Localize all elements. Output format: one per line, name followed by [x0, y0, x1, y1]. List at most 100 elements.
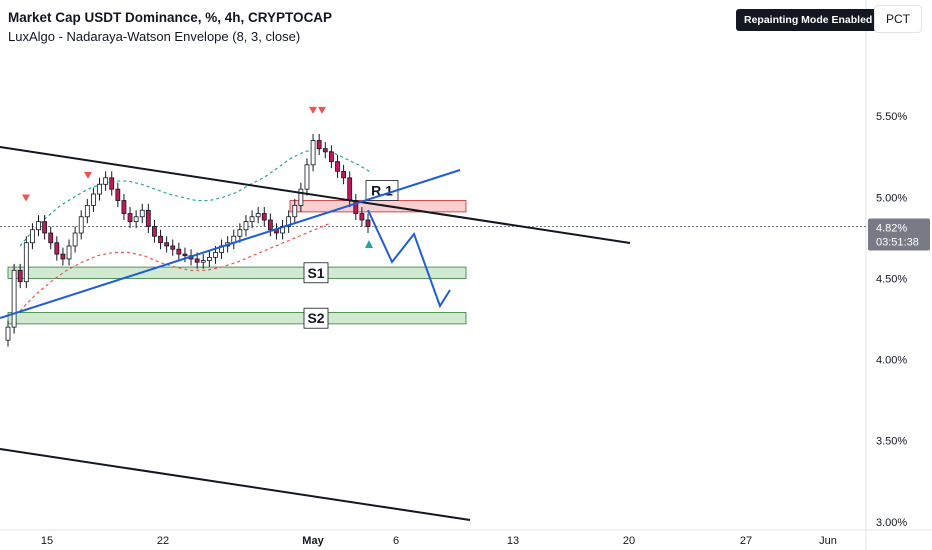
candle	[328, 151, 334, 162]
y-tick-label: 3.50%	[876, 436, 907, 448]
zone-s1	[7, 266, 467, 279]
candle	[30, 229, 35, 244]
x-tick-label: 15	[41, 535, 53, 547]
candle	[316, 140, 322, 150]
buy-signal-icon	[365, 239, 373, 248]
candle	[152, 226, 157, 237]
candle	[286, 216, 292, 227]
candle	[158, 235, 163, 244]
last-price-box	[868, 218, 930, 251]
candle	[127, 213, 133, 223]
candle	[5, 326, 11, 341]
x-tick-label: 13	[507, 535, 519, 547]
last-price-label: 4.82%	[876, 223, 907, 235]
candle	[176, 248, 182, 255]
zone-label: R 1	[371, 183, 393, 199]
candle	[72, 232, 78, 247]
candle	[97, 183, 102, 195]
candle	[91, 193, 96, 206]
zone-label-box	[303, 262, 329, 284]
candle	[365, 219, 371, 227]
candle	[36, 221, 41, 231]
candle	[84, 205, 90, 218]
candle	[121, 200, 127, 214]
x-tick-label: 6	[393, 535, 399, 547]
price-axis: 5.50% 5.00% 4.50% 4.00% 3.50% 3.00% 4.82% 03:51…	[868, 111, 930, 529]
candle	[335, 161, 340, 172]
candle	[359, 213, 365, 221]
candle	[78, 216, 84, 234]
candle	[341, 170, 346, 179]
zones: R 1 S1 S2	[7, 180, 467, 329]
candle	[66, 245, 72, 260]
x-tick-label: 20	[623, 535, 635, 547]
zone-s2	[7, 312, 467, 325]
candle	[60, 253, 66, 260]
candle	[48, 232, 54, 244]
candle	[261, 213, 267, 221]
candle	[139, 209, 145, 218]
x-tick-label: May	[302, 535, 324, 547]
sell-signal-icon	[318, 106, 326, 114]
time-axis: 15 22 May 6 13 20 27 Jun	[41, 535, 837, 547]
y-tick-label: 5.50%	[876, 111, 907, 123]
candle	[23, 242, 29, 283]
candle	[164, 242, 170, 247]
sell-signal-icon	[22, 194, 30, 202]
channel-lower-line	[0, 448, 471, 521]
candle	[322, 148, 328, 153]
sell-signal-icon	[309, 106, 317, 114]
candle	[249, 216, 255, 223]
zone-label: S1	[307, 265, 324, 281]
candle	[182, 253, 188, 257]
y-tick-label: 5.00%	[876, 192, 907, 204]
envelope-bands	[19, 147, 373, 312]
candle	[170, 245, 176, 250]
candle	[206, 256, 212, 261]
candle	[200, 260, 206, 263]
candle	[103, 177, 109, 185]
rising-trendline	[0, 169, 461, 319]
chart-legend: Market Cap USDT Dominance, %, 4h, CRYPTO…	[8, 8, 332, 46]
projection-path	[367, 209, 451, 309]
countdown-label: 03:51:38	[876, 237, 919, 249]
candle	[194, 258, 200, 263]
candle	[304, 164, 310, 190]
candle	[292, 205, 298, 218]
drawings	[0, 106, 631, 521]
candle	[237, 229, 243, 237]
y-tick-label: 4.00%	[876, 355, 907, 367]
candle	[243, 221, 249, 231]
zone-label: S2	[307, 310, 324, 326]
channel-upper-line	[0, 146, 631, 244]
x-tick-label: Jun	[819, 535, 837, 547]
y-tick-label: 3.00%	[876, 517, 907, 529]
candle	[145, 209, 151, 227]
zone-r1	[289, 200, 467, 213]
candle	[54, 242, 60, 255]
candle	[298, 188, 304, 206]
upper-envelope	[19, 147, 373, 247]
candle	[255, 213, 261, 218]
sell-signal-icon	[84, 171, 92, 179]
candle	[109, 177, 115, 190]
zone-label-box	[303, 307, 329, 329]
candle	[11, 269, 17, 328]
x-tick-label: 27	[740, 535, 752, 547]
candle	[213, 252, 218, 258]
candle	[267, 219, 273, 231]
y-tick-label: 4.50%	[876, 273, 907, 285]
repainting-badge: Repainting Mode Enabled	[736, 9, 881, 31]
chart-title: Market Cap USDT Dominance, %, 4h, CRYPTO…	[8, 10, 333, 25]
candle	[42, 221, 48, 234]
candle	[17, 269, 23, 283]
pct-scale-button[interactable]: PCT	[874, 5, 922, 33]
indicator-label: LuxAlgo - Nadaraya-Watson Envelope (8, 3…	[8, 29, 301, 44]
candle	[310, 140, 316, 166]
candle	[115, 188, 121, 201]
candle	[133, 216, 139, 223]
candle	[347, 177, 353, 201]
x-tick-label: 22	[157, 535, 169, 547]
